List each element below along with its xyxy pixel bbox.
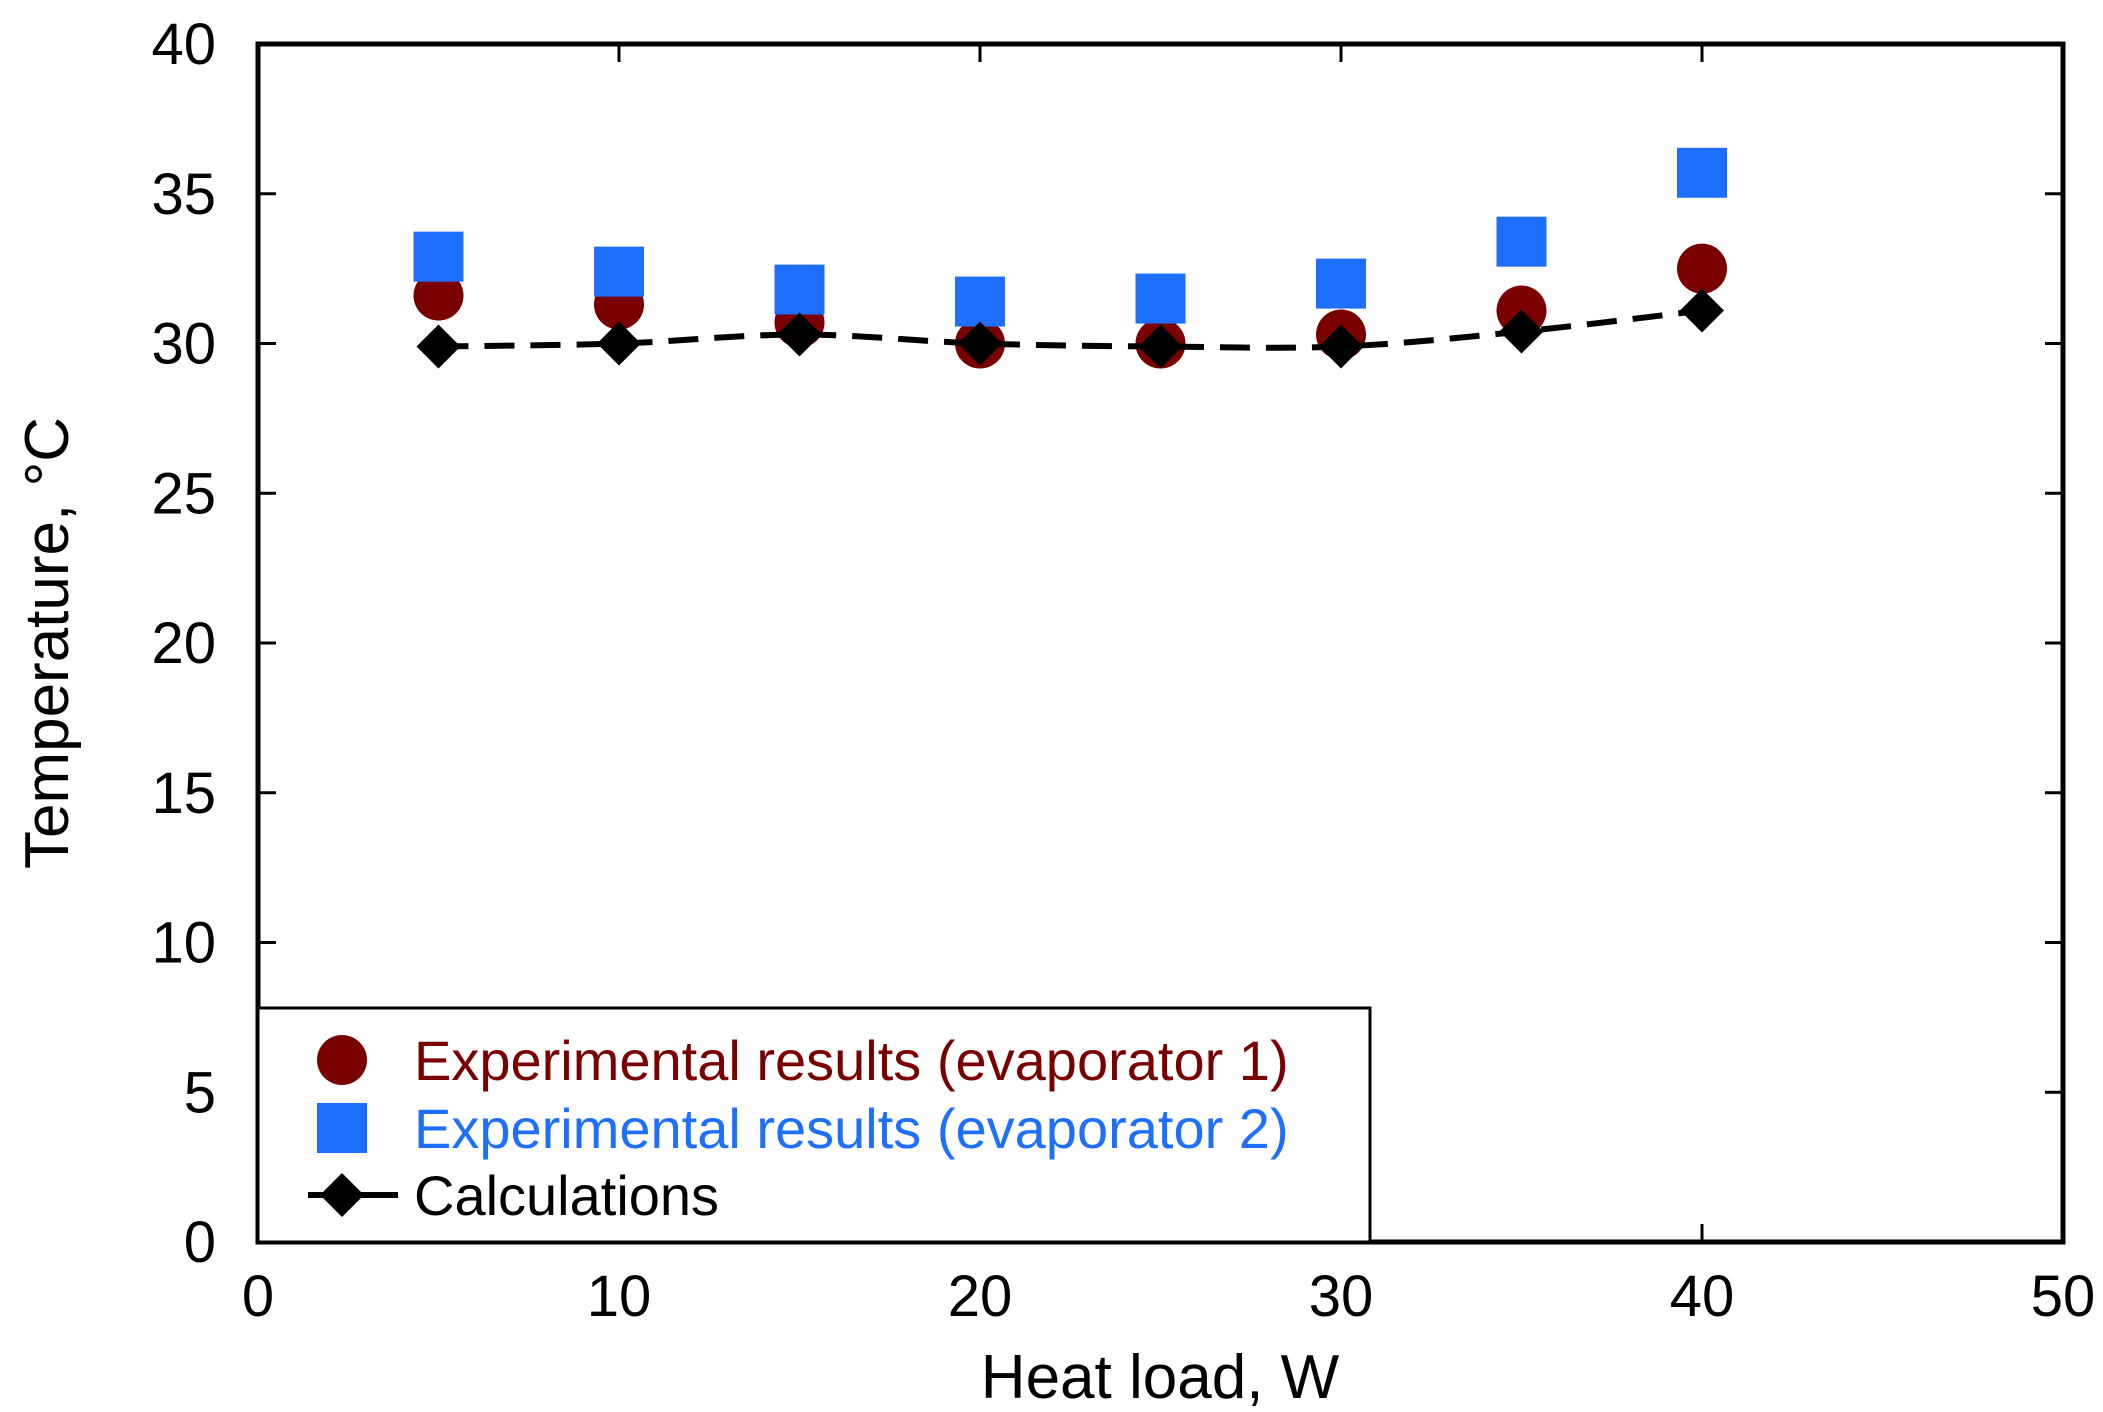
legend-marker-circle <box>317 1035 367 1085</box>
data-point-square <box>955 276 1005 327</box>
legend-label: Experimental results (evaporator 2) <box>414 1097 1289 1160</box>
series-layer <box>413 147 1727 369</box>
legend: Experimental results (evaporator 1)Exper… <box>256 1006 1372 1244</box>
axis-ticks: 0 10 20 30 40 50 0 5 10 15 20 25 30 35 40 <box>151 12 2095 1329</box>
legend-marker-square <box>317 1103 367 1153</box>
series-2 <box>413 147 1727 327</box>
data-point-circle <box>413 270 464 321</box>
x-tick-label: 0 <box>242 1264 274 1329</box>
data-point-diamond <box>958 321 1002 366</box>
y-axis-label: Temperature, °C <box>13 417 82 869</box>
data-point-diamond <box>597 321 641 366</box>
legend-box <box>256 1006 1372 1244</box>
data-point-diamond <box>416 324 461 369</box>
data-point-square <box>594 246 644 297</box>
legend-label: Calculations <box>414 1164 719 1227</box>
data-point-diamond <box>1138 324 1183 369</box>
series-line-calculations <box>438 307 1703 351</box>
x-tick-label: 10 <box>587 1264 652 1329</box>
y-tick-label: 25 <box>151 461 216 526</box>
data-point-square <box>1316 258 1366 309</box>
data-point-diamond <box>1319 324 1363 369</box>
data-point-square <box>1135 273 1186 324</box>
y-tick-label: 15 <box>151 761 216 826</box>
legend-marker-diamond <box>320 1173 364 1217</box>
data-point-square <box>1496 216 1547 267</box>
data-point-square <box>413 231 464 282</box>
data-point-diamond <box>777 312 822 357</box>
x-tick-label: 50 <box>2031 1264 2096 1329</box>
data-point-diamond <box>1680 288 1724 333</box>
data-point-square <box>1677 147 1727 198</box>
y-tick-label: 35 <box>151 162 216 227</box>
x-tick-label: 20 <box>948 1264 1013 1329</box>
legend-label: Experimental results (evaporator 1) <box>414 1029 1289 1092</box>
series-3 <box>416 288 1724 369</box>
data-point-circle <box>1677 243 1727 294</box>
data-point-diamond <box>1499 309 1544 354</box>
x-tick-label: 40 <box>1670 1264 1735 1329</box>
y-tick-label: 40 <box>151 12 216 77</box>
data-point-square <box>774 264 825 315</box>
x-tick-label: 30 <box>1309 1264 1374 1329</box>
y-tick-label: 0 <box>184 1210 216 1275</box>
y-tick-label: 20 <box>151 611 216 676</box>
x-axis-label: Heat load, W <box>981 1343 1340 1412</box>
y-tick-label: 30 <box>151 312 216 377</box>
y-tick-label: 10 <box>151 911 216 976</box>
y-tick-label: 5 <box>184 1060 216 1125</box>
